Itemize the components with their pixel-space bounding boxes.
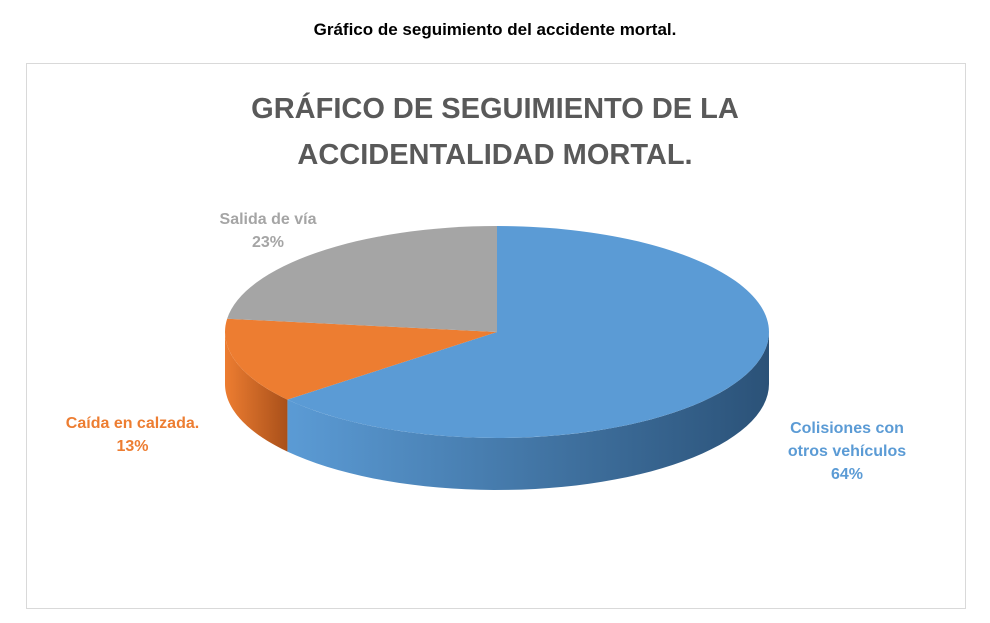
slice-label-colisiones-line-1: Colisiones con <box>790 420 904 437</box>
slice-label-salida-line-1: Salida de vía <box>219 211 317 228</box>
slice-label-colisiones: Colisiones con otros vehículos 64% <box>762 417 932 486</box>
slice-value-colisiones: 64% <box>830 466 864 483</box>
pie-side-1 <box>225 332 288 452</box>
chart-title-line-1: GRÁFICO DE SEGUIMIENTO DE LA <box>251 93 739 125</box>
slice-label-caida-line-1: Caída en calzada. <box>65 415 200 432</box>
slice-value-caida: 13% <box>116 438 149 455</box>
slice-label-salida: Salida de vía 23% <box>188 208 348 254</box>
slice-value-salida: 23% <box>251 234 285 251</box>
slice-label-colisiones-line-2: otros vehículos <box>787 443 907 460</box>
slice-label-caida: Caída en calzada. 13% <box>40 412 225 458</box>
pie-slice-1 <box>224 318 498 400</box>
pie-slice-2 <box>227 225 497 332</box>
chart-title: GRÁFICO DE SEGUIMIENTO DE LA ACCIDENTALI… <box>0 86 990 178</box>
pie-side-0 <box>287 332 769 490</box>
pie-slice-0 <box>287 226 769 438</box>
chart-title-line-2: ACCIDENTALIDAD MORTAL. <box>297 139 693 171</box>
page-caption: Gráfico de seguimiento del accidente mor… <box>313 20 677 39</box>
